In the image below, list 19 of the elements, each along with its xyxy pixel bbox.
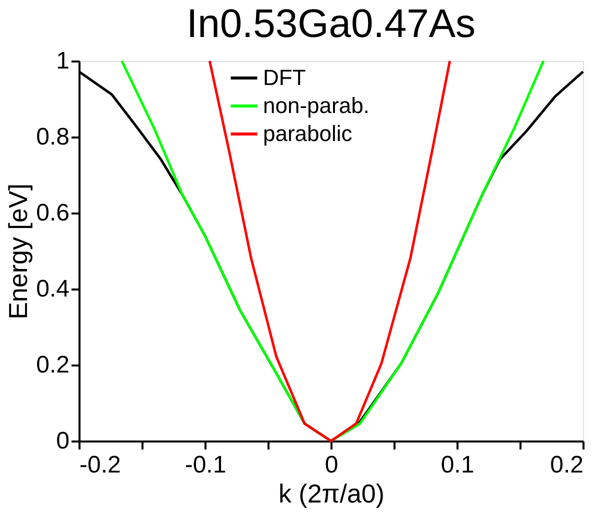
x-tick-label: -0.1 bbox=[184, 452, 226, 478]
x-tick-label: 0.1 bbox=[440, 452, 474, 478]
x-tick-label: 0.2 bbox=[550, 452, 584, 478]
y-tick-label: 0.4 bbox=[36, 276, 70, 302]
y-axis-title: Energy [eV] bbox=[3, 184, 34, 320]
y-tick-label: 1 bbox=[56, 48, 70, 74]
x-tick-label: -0.2 bbox=[80, 452, 121, 478]
legend-label: non-parab. bbox=[263, 93, 370, 118]
y-tick-label: 0.8 bbox=[36, 124, 70, 150]
line-series bbox=[120, 60, 545, 442]
x-axis-title: k (2π/a0) bbox=[278, 478, 385, 508]
y-tick-label: 0 bbox=[56, 428, 70, 454]
y-tick-label: 0.2 bbox=[36, 352, 70, 378]
x-tick-label: 0 bbox=[324, 452, 338, 478]
legend-label: parabolic bbox=[263, 121, 352, 146]
legend-label: DFT bbox=[263, 65, 306, 90]
chart-title: In0.53Ga0.47As bbox=[186, 2, 476, 46]
y-tick-label: 0.6 bbox=[36, 200, 70, 226]
line-series bbox=[208, 60, 452, 442]
